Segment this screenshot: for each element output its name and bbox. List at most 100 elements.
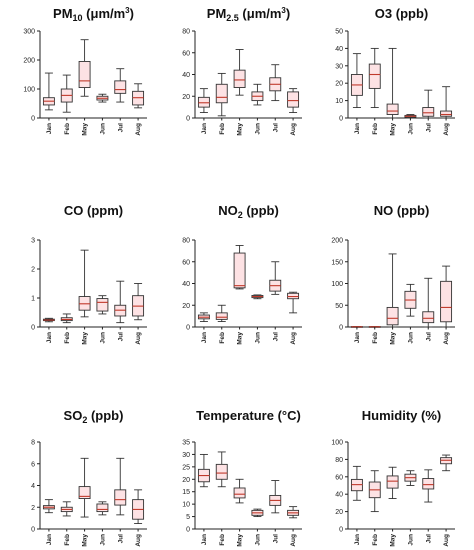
box-iqr [78,61,91,89]
x-tick-label: Jul [272,534,279,544]
y-tick-label: 40 [182,281,190,288]
box-element [197,312,210,323]
y-tick-label: 0 [339,116,343,123]
x-tick-label: Aug [135,332,142,345]
box-element [215,72,228,117]
box-iqr [440,110,453,117]
y-tick-label: 20 [335,81,343,88]
y-tick-label: 25 [182,464,190,471]
y-tick-label: 200 [331,238,343,245]
y-tick-label: 5 [186,514,190,521]
box-element [42,317,55,323]
x-tick-label: Jul [425,332,432,342]
y-tick-label: 50 [335,303,343,310]
box-element [422,277,435,328]
box-element [132,489,145,525]
box-element [96,93,109,103]
x-tick-label: Jul [425,534,432,544]
box-element [269,261,282,295]
box-element [368,47,381,109]
box-element [350,53,363,109]
x-tick-label: Jul [117,332,124,342]
box-element [287,291,300,314]
y-tick-label: 20 [335,509,343,516]
box-element [60,74,73,113]
y-tick-label: 15 [182,489,190,496]
box-element [42,72,55,111]
x-tick-label: Feb [64,332,71,344]
y-tick-label: 100 [23,87,35,94]
box-iqr [96,503,109,513]
box-iqr [215,463,228,480]
x-tick-label: Jan [201,534,208,545]
y-tick-label: 20 [182,94,190,101]
box-element [78,249,91,318]
y-tick-label: 10 [182,502,190,509]
box-element [440,86,453,119]
box-plot-panel: PM2.5 (μm/m3) 0 20 40 60 80 Jan Feb May Jun Jul Aug [182,6,302,136]
box-element [440,454,453,472]
chart-title: NO2 (ppb) [218,203,279,220]
box-element [60,501,73,517]
chart-title: PM2.5 (μm/m3) [207,6,290,23]
box-iqr [386,475,399,489]
y-tick-label: 40 [335,492,343,499]
box-iqr [287,91,300,108]
box-iqr [78,486,91,499]
box-element [78,39,91,97]
x-tick-label: Jun [254,534,261,546]
y-tick-label: 0 [186,527,190,534]
y-tick-label: 0 [186,325,190,332]
chart-title: NO (ppb) [374,203,430,218]
x-tick-label: Jan [354,332,361,343]
box-element [233,478,246,504]
y-tick-label: 80 [182,238,190,245]
y-tick-label: 60 [182,259,190,266]
box-plot-panel: SO2 (ppb) 0 2 4 6 8 Jan Feb May Jun Jul Aug [31,408,147,547]
box-element [287,506,300,519]
x-tick-label: Feb [64,534,71,546]
box-element [96,501,109,516]
box-iqr [233,487,246,499]
x-tick-label: May [390,332,397,345]
box-element [114,457,127,516]
box-element [215,304,228,323]
x-tick-label: Aug [290,534,297,547]
x-tick-label: Jan [354,534,361,545]
box-element [269,64,282,102]
box-iqr [215,312,228,320]
x-tick-label: Jan [201,123,208,134]
y-tick-label: 80 [182,29,190,36]
y-tick-label: 150 [331,259,343,266]
y-tick-label: 8 [31,440,35,447]
box-element [386,47,399,119]
box-iqr [233,69,246,89]
box-element [269,480,282,514]
box-element [197,88,210,114]
box-element [215,451,228,488]
x-tick-label: Jan [354,123,361,134]
box-iqr [422,107,435,117]
x-tick-label: Aug [135,534,142,547]
x-tick-label: May [237,332,244,345]
x-tick-label: Feb [372,123,379,135]
box-plot-panel: Humidity (%) 0 20 40 60 80 100 Jan Feb May Jun Jul A… [331,408,455,547]
box-element [251,508,264,518]
box-element [404,283,417,317]
box-iqr [422,311,435,324]
x-tick-label: Jun [99,534,106,546]
y-tick-label: 80 [335,457,343,464]
box-element [42,499,55,514]
x-tick-label: Jun [407,332,414,344]
box-element [368,470,381,513]
box-plot-panel: NO2 (ppb) 0 20 40 60 80 Jan Feb May Jun Jul Aug [182,203,302,345]
box-plot-panel: NO (ppb) 0 50 100 150 200 Jan Feb May Jun Jul Aug [331,203,455,345]
box-element [287,88,300,114]
chart-title: SO2 (ppb) [64,408,124,425]
y-tick-label: 100 [331,440,343,447]
box-element [233,244,246,290]
box-element [60,313,73,324]
x-tick-label: Jul [272,332,279,342]
y-tick-label: 40 [335,46,343,53]
box-plot-panel: PM10 (μm/m3) 0 100 200 300 Jan Feb May Jun Jul Aug [23,6,147,136]
